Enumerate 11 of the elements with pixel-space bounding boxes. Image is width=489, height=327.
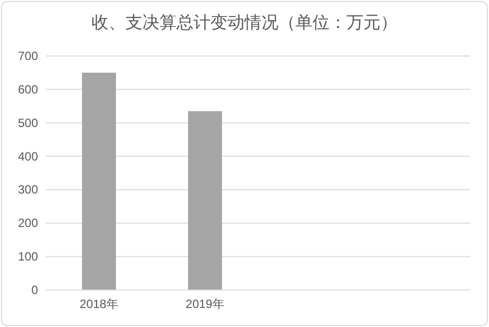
- y-tick-label: 400: [18, 149, 38, 164]
- y-tick-label: 300: [18, 182, 38, 197]
- y-tick-label: 500: [18, 116, 38, 130]
- y-tick-label: 700: [18, 49, 38, 63]
- y-tick-label: 100: [18, 250, 38, 264]
- y-tick-label: 0: [31, 283, 38, 297]
- chart-title: 收、支决算总计变动情况（单位：万元）: [92, 13, 398, 32]
- y-tick-label: 200: [18, 216, 38, 230]
- y-tick-label: 600: [18, 82, 38, 96]
- x-tick-label: 2019年: [186, 297, 224, 311]
- x-tick-label: 2018年: [80, 297, 118, 311]
